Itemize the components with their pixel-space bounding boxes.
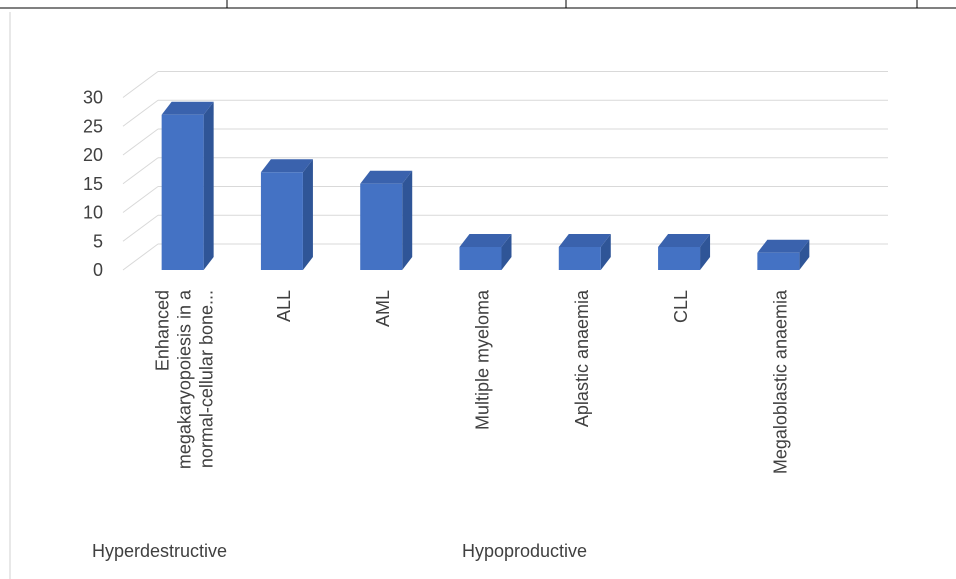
group-label-hyperdestructive: Hyperdestructive	[92, 541, 228, 561]
bar	[558, 234, 611, 270]
y-tick-label: 20	[83, 145, 103, 165]
category-label: CLL	[671, 290, 691, 323]
bar-side	[799, 239, 810, 270]
category-label: Multiple myeloma	[473, 289, 493, 430]
bar-top	[658, 234, 711, 247]
bar-side	[302, 159, 313, 270]
category-label-line: ALL	[274, 290, 294, 322]
category-label-line: normal-cellular bone...	[197, 290, 217, 468]
bar-side	[700, 234, 711, 270]
y-axis: 0 5 10 15 20 25 30	[83, 88, 103, 281]
table-borders	[0, 0, 956, 9]
y-tick-label: 0	[93, 260, 103, 280]
gridline-depth	[122, 71, 159, 98]
y-tick-label: 5	[93, 231, 103, 251]
category-label: ALL	[274, 290, 294, 322]
category-label-line: CLL	[671, 290, 691, 323]
y-tick-label: 15	[83, 174, 103, 194]
bar-front	[757, 252, 800, 270]
bar-top	[459, 234, 512, 247]
group-label-hypoproductive: Hypoproductive	[462, 541, 588, 561]
bar-side	[402, 170, 413, 270]
bar-front	[658, 247, 701, 270]
y-tick-label: 10	[83, 203, 103, 223]
bar-top	[161, 101, 214, 115]
gridline-depth	[122, 157, 159, 185]
y-tick-label: 30	[83, 88, 103, 108]
bars	[161, 101, 810, 270]
bar-front	[558, 247, 601, 270]
bar-top	[558, 234, 611, 247]
category-labels: Enhanced megakaryopoiesis in a normal-cell…	[153, 289, 791, 474]
category-label-line: Enhanced	[153, 290, 173, 371]
bar-front	[360, 183, 403, 270]
category-label: Aplastic anaemia	[572, 289, 592, 427]
category-label: AML	[373, 290, 393, 327]
bar	[658, 234, 711, 270]
bar	[260, 159, 313, 270]
category-label-line: Megaloblastic anaemia	[770, 289, 790, 474]
gridline-depth	[122, 186, 159, 213]
y-tick-label: 25	[83, 116, 103, 136]
bar	[459, 234, 512, 270]
bar-side	[203, 101, 214, 270]
bar-front	[260, 172, 303, 270]
category-label-line: Aplastic anaemia	[572, 289, 592, 427]
bar-top	[260, 159, 313, 173]
category-label-line: AML	[373, 290, 393, 327]
gridline-depth	[122, 214, 159, 242]
bar	[757, 239, 810, 270]
category-label: Megaloblastic anaemia	[770, 289, 790, 474]
bar-front	[161, 114, 204, 270]
gridline-depth	[122, 99, 159, 127]
bar-side	[501, 234, 512, 270]
category-label: Enhanced megakaryopoiesis in a normal-cell…	[153, 289, 217, 469]
bar-top	[360, 170, 413, 184]
category-label-line: megakaryopoiesis in a	[175, 289, 195, 469]
gridline-depth	[122, 128, 159, 156]
bar	[360, 170, 413, 270]
gridline-depth	[122, 243, 159, 271]
bar	[161, 101, 214, 270]
bar-top	[757, 239, 810, 253]
bar-front	[459, 247, 502, 270]
bar-side	[600, 234, 611, 270]
category-label-line: Multiple myeloma	[473, 289, 493, 430]
